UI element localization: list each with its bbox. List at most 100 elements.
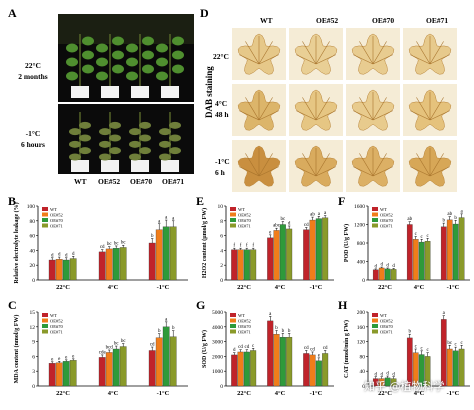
significance-letter: bc <box>107 242 113 247</box>
y-tick-label: 3 <box>32 369 35 375</box>
y-tick-label: 40 <box>360 369 366 375</box>
y-tick-label: 1000 <box>212 369 223 375</box>
bar <box>105 248 113 281</box>
y-tick-label: 4 <box>220 248 223 254</box>
y-tick-label: 40 <box>30 248 36 254</box>
bar <box>250 249 257 281</box>
y-tick-label: 6 <box>32 354 35 360</box>
y-tick-label: 80 <box>360 354 366 360</box>
legend-label: OE#70 <box>50 324 63 329</box>
leaf-vein <box>315 41 330 65</box>
category-label: 4°C <box>108 284 119 291</box>
legend-swatch <box>372 218 378 222</box>
pot-bottom-3 <box>161 160 179 172</box>
y-tick-label: 1600 <box>354 204 365 210</box>
bar <box>112 348 120 387</box>
significance-letter: b <box>151 234 154 239</box>
col-header-oe71: OE#71 <box>426 16 449 25</box>
category-label: -1°C <box>447 390 460 397</box>
dab-row3-temp: -1°C <box>215 157 230 166</box>
significance-letter: bc <box>121 241 127 246</box>
y-tick-label: 4000 <box>212 325 223 331</box>
bar <box>322 217 329 281</box>
category-label: 4°C <box>108 390 119 397</box>
leaf-vein <box>429 54 451 65</box>
bar <box>243 351 250 387</box>
bar <box>55 362 63 387</box>
panel-label-b: B <box>8 194 17 208</box>
bar <box>162 326 170 387</box>
legend-label: OE#52 <box>50 318 63 323</box>
leaf-vein <box>409 110 431 121</box>
leaf-vein <box>238 166 260 177</box>
significance-letter: b <box>409 330 412 335</box>
panel-label-c: C <box>8 298 17 312</box>
genotype-label-wt: WT <box>74 177 87 186</box>
plant-leaf <box>129 128 141 136</box>
plant-leaf <box>139 134 151 142</box>
legend-swatch <box>230 313 236 317</box>
leaf-vein <box>245 97 260 121</box>
legend-swatch <box>42 324 48 328</box>
legend-label: OE#70 <box>238 218 251 223</box>
plant-leaf <box>96 43 108 53</box>
category-label: -1°C <box>157 390 170 397</box>
bar <box>418 241 425 281</box>
leaf-vein <box>258 110 280 121</box>
significance-letter: cde <box>99 350 107 355</box>
bar <box>279 337 286 387</box>
significance-letter: b <box>454 216 457 221</box>
panel-a-row1-label: 22°C 2 months <box>12 60 54 82</box>
leaf-vein <box>295 166 317 177</box>
legend-label: WT <box>50 313 57 318</box>
dab-row2-label: 4°C 48 h <box>215 98 229 120</box>
category-label: 22°C <box>378 390 392 397</box>
significance-letter: cd <box>100 245 105 250</box>
leaf-vein <box>429 41 444 65</box>
legend-label: OE#71 <box>238 329 251 334</box>
bar <box>440 319 447 387</box>
significance-letter: cd <box>150 343 155 348</box>
y-tick-label: 2000 <box>212 354 223 360</box>
significance-letter: e <box>72 354 75 359</box>
significance-letter: d <box>392 264 395 269</box>
significance-letter: c <box>427 348 430 353</box>
bar <box>390 269 397 281</box>
significance-letter: cd <box>310 347 315 352</box>
bar <box>148 242 156 281</box>
category-label: 22°C <box>237 284 251 291</box>
leaf-vein <box>295 110 317 121</box>
plant-leaf <box>79 147 91 155</box>
panel-label-a: A <box>8 6 17 20</box>
dab-staining-label: DAB staining <box>204 66 214 118</box>
significance-letter: ab <box>407 217 412 222</box>
legend-label: OE#70 <box>50 218 63 223</box>
significance-letter: b <box>172 326 175 331</box>
significance-letter: d <box>288 221 291 226</box>
panel-label-h: H <box>338 298 348 312</box>
significance-letter: c <box>252 344 255 349</box>
legend-swatch <box>230 207 236 211</box>
plant-leaf <box>112 64 124 74</box>
plant-leaf <box>156 71 168 81</box>
leaf-vein <box>352 54 374 65</box>
bar <box>303 229 310 281</box>
plant-leaf <box>129 140 141 148</box>
leaf-vein <box>372 110 394 121</box>
plant-leaf <box>139 121 151 129</box>
leaf-vein <box>409 54 431 65</box>
significance-letter: bc <box>114 241 120 246</box>
bar <box>155 229 163 281</box>
plant-leaf <box>126 71 138 81</box>
legend-label: OE#71 <box>380 223 393 228</box>
y-tick-label: 1200 <box>354 223 365 229</box>
y-axis-label: CAT (nmol/min g FW) <box>343 320 350 378</box>
panel-label-d: D <box>200 6 209 20</box>
plant-leaf <box>142 50 154 60</box>
significance-letter: d <box>72 252 75 257</box>
y-tick-label: 0 <box>220 384 223 390</box>
bar <box>458 217 465 281</box>
plant-leaf <box>99 140 111 148</box>
